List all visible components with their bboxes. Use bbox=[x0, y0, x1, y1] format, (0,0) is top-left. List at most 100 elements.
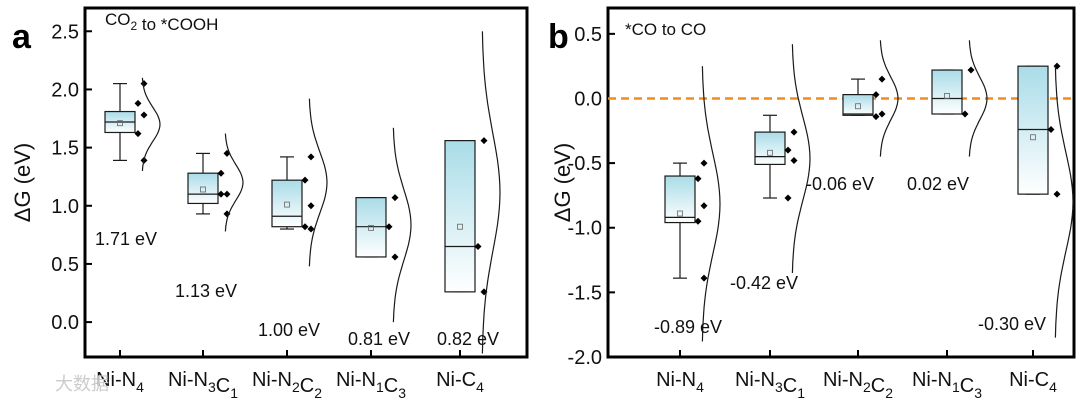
x-tick-label: Ni-N3C1 bbox=[168, 369, 238, 401]
data-point bbox=[301, 223, 309, 231]
x-tick-label: Ni-C4 bbox=[436, 369, 484, 395]
iqr-box bbox=[664, 175, 696, 224]
y-tick-label: 2.5 bbox=[51, 21, 79, 43]
mean-annotation: -0.42 eV bbox=[730, 273, 798, 293]
data-point bbox=[700, 159, 708, 167]
data-point bbox=[790, 157, 798, 165]
iqr-box bbox=[1017, 65, 1049, 195]
mean-annotation: 1.71 eV bbox=[95, 229, 157, 249]
mean-marker bbox=[457, 223, 463, 230]
data-point bbox=[391, 253, 399, 261]
data-point bbox=[474, 242, 482, 250]
data-point bbox=[301, 176, 309, 184]
data-point bbox=[307, 153, 315, 161]
data-point bbox=[694, 175, 702, 183]
category-group: -0.06 eV Ni-N2C2 bbox=[806, 40, 899, 401]
data-point bbox=[385, 223, 393, 231]
data-point bbox=[1053, 190, 1061, 198]
y-tick-label: 0.0 bbox=[574, 88, 602, 110]
data-point bbox=[961, 110, 969, 118]
category-group: 1.71 eV Ni-N4 bbox=[95, 77, 161, 395]
mean-annotation: 0.81 eV bbox=[348, 329, 410, 349]
data-point bbox=[217, 190, 225, 198]
iqr-box bbox=[931, 69, 963, 115]
mean-annotation: 0.82 eV bbox=[437, 329, 499, 349]
mean-marker bbox=[200, 186, 206, 193]
data-point bbox=[694, 217, 702, 225]
mean-marker bbox=[284, 201, 290, 208]
mean-annotation: -0.30 eV bbox=[978, 314, 1046, 334]
data-point bbox=[790, 128, 798, 136]
iqr-box bbox=[842, 94, 874, 116]
y-axis-label: ΔG (eV) bbox=[10, 143, 35, 222]
category-group: -0.89 eV Ni-N4 bbox=[654, 66, 722, 395]
y-tick-label: 0.0 bbox=[51, 312, 79, 334]
data-point bbox=[391, 194, 399, 202]
y-axis-label: ΔG (eV) bbox=[550, 143, 575, 222]
mean-marker bbox=[944, 92, 950, 99]
data-point bbox=[784, 194, 792, 202]
y-tick-label: -1.0 bbox=[568, 218, 602, 240]
distribution-curve bbox=[968, 40, 988, 157]
mean-marker bbox=[767, 149, 773, 156]
panel-b-chart: b *CO to CO -2.0 -1.5 -1.0 -0.5 0.0 0.5 ΔG (eV) -… bbox=[548, 6, 1076, 401]
x-tick-label: Ni-N3C1 bbox=[735, 369, 805, 401]
data-point bbox=[480, 137, 488, 145]
x-tick-label: Ni-N1C3 bbox=[912, 369, 982, 401]
plot-frame bbox=[606, 6, 1076, 359]
mean-marker bbox=[1030, 134, 1036, 141]
mean-annotation: 1.00 eV bbox=[258, 320, 320, 340]
category-group: 0.02 eV Ni-N1C3 bbox=[907, 40, 988, 401]
data-point bbox=[1047, 126, 1055, 134]
category-group: 0.82 eV Ni-C4 bbox=[436, 31, 501, 395]
y-tick-label: -0.5 bbox=[568, 153, 602, 175]
panel-letter: a bbox=[12, 18, 32, 56]
iqr-box bbox=[754, 131, 786, 166]
watermark-text: 大数据 bbox=[55, 374, 109, 394]
mean-annotation: -0.06 eV bbox=[806, 174, 874, 194]
mean-marker bbox=[677, 210, 683, 217]
distribution-curve bbox=[1054, 66, 1074, 338]
data-point bbox=[307, 225, 315, 233]
distribution-curve bbox=[481, 31, 501, 354]
category-group: 1.13 eV Ni-N3C1 bbox=[168, 133, 244, 401]
y-tick-label: 0.5 bbox=[51, 254, 79, 276]
distribution-curve bbox=[879, 40, 899, 157]
iqr-box bbox=[187, 172, 219, 205]
distribution-curve bbox=[701, 66, 721, 342]
data-point bbox=[140, 111, 148, 119]
iqr-box bbox=[444, 140, 476, 293]
distribution-curve bbox=[308, 98, 328, 267]
category-group: -0.30 eV Ni-C4 bbox=[978, 62, 1074, 395]
category-group: -0.42 eV Ni-N3C1 bbox=[730, 44, 811, 401]
y-tick-label: 0.5 bbox=[574, 24, 602, 46]
mean-marker bbox=[117, 120, 123, 127]
data-point bbox=[878, 110, 886, 118]
x-tick-label: Ni-N4 bbox=[656, 369, 704, 395]
data-point bbox=[878, 75, 886, 83]
mean-annotation: -0.89 eV bbox=[654, 317, 722, 337]
y-tick-label: -1.5 bbox=[568, 282, 602, 304]
x-tick-label: Ni-N4 bbox=[96, 369, 144, 395]
data-point bbox=[872, 113, 880, 121]
distribution-curve bbox=[791, 44, 811, 274]
category-group: 1.00 eV Ni-N2C2 bbox=[252, 98, 328, 401]
mean-annotation: 0.02 eV bbox=[907, 174, 969, 194]
panel-letter: b bbox=[548, 18, 569, 56]
distribution-curve bbox=[141, 77, 161, 171]
category-group: 0.81 eV Ni-N1C3 bbox=[336, 127, 412, 401]
data-point bbox=[700, 202, 708, 210]
mean-marker bbox=[368, 224, 374, 231]
x-tick-label: Ni-C4 bbox=[1009, 369, 1057, 395]
y-tick-label: -2.0 bbox=[568, 347, 602, 369]
data-point bbox=[134, 130, 142, 138]
iqr-box bbox=[271, 179, 303, 228]
data-point bbox=[307, 202, 315, 210]
panel-a-chart: a CO2 to *COOH 0.0 0.5 1.0 1.5 2.0 2.5 ΔG (eV) 1.… bbox=[10, 6, 529, 401]
x-tick-label: Ni-N2C2 bbox=[252, 369, 322, 401]
mean-marker bbox=[855, 103, 861, 110]
x-tick-label: Ni-N1C3 bbox=[336, 369, 406, 401]
x-tick-label: Ni-N2C2 bbox=[823, 369, 893, 401]
plot-frame bbox=[83, 6, 529, 359]
data-point bbox=[223, 190, 231, 198]
